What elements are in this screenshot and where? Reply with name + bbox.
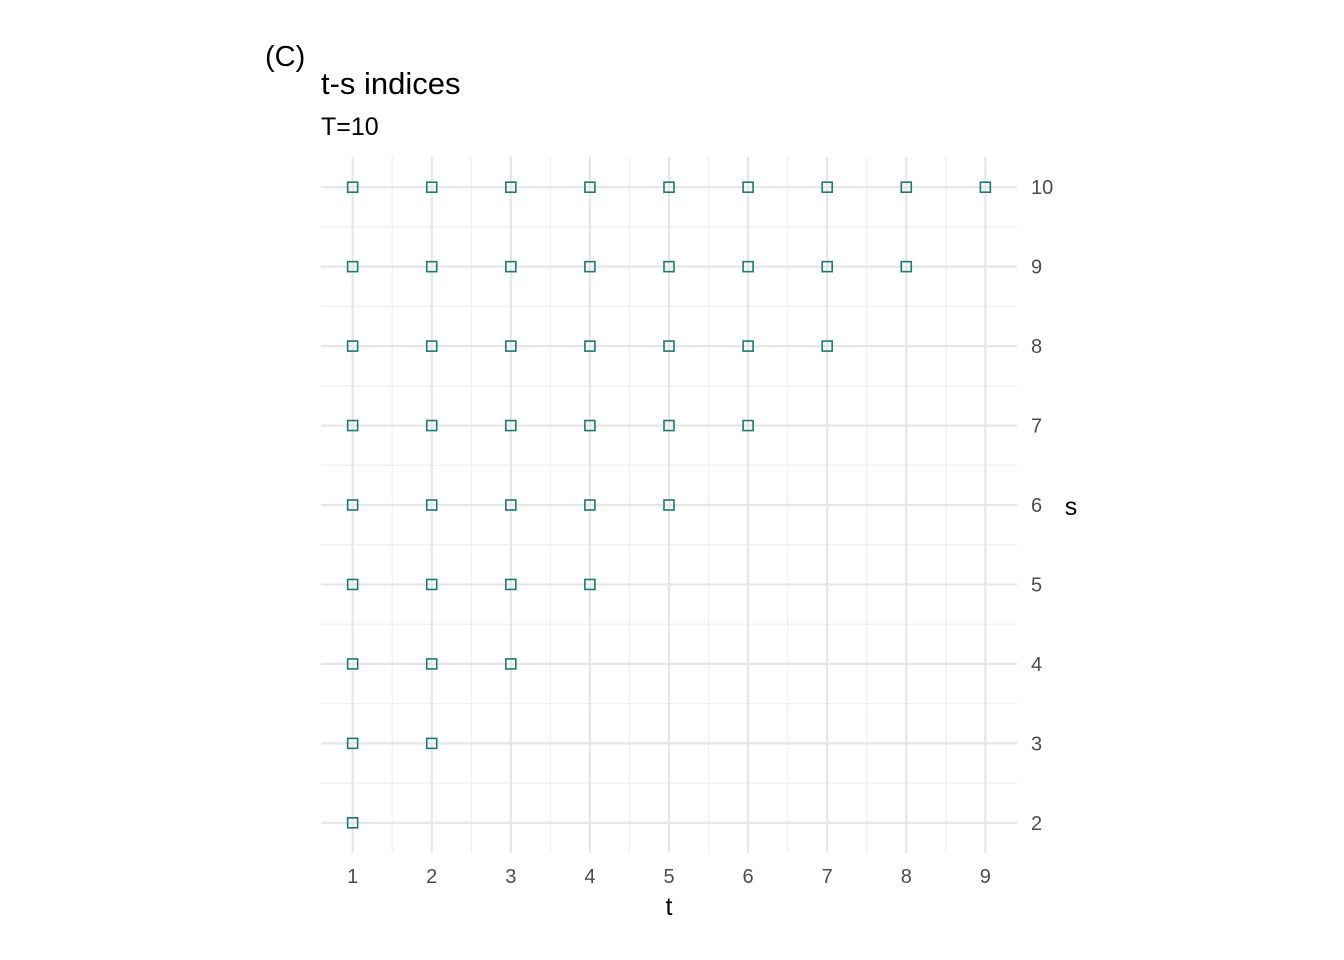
x-axis-title: t xyxy=(666,893,673,921)
data-point xyxy=(584,578,596,591)
data-point xyxy=(742,340,754,352)
data-point xyxy=(425,419,438,432)
y-tick-label: 8 xyxy=(1031,336,1042,358)
data-point xyxy=(346,737,359,750)
data-points xyxy=(346,181,992,829)
data-point xyxy=(425,340,438,352)
data-point xyxy=(584,419,596,432)
y-tick-label: 2 xyxy=(1031,813,1042,835)
data-point xyxy=(663,419,675,432)
data-point xyxy=(900,181,913,193)
x-tick-label: 9 xyxy=(980,866,991,888)
data-point xyxy=(900,260,913,273)
y-tick-label: 6 xyxy=(1031,495,1042,517)
x-tick-label: 2 xyxy=(426,866,437,888)
data-point xyxy=(505,181,517,193)
data-point xyxy=(584,340,596,352)
data-point xyxy=(584,260,596,273)
data-point xyxy=(663,340,675,352)
y-tick-label: 10 xyxy=(1031,177,1053,199)
y-axis-ticks: 2 3 4 5 6 7 8 9 10 xyxy=(1031,177,1053,835)
x-tick-label: 8 xyxy=(901,866,912,888)
x-axis-ticks: 1 2 3 4 5 6 7 8 9 xyxy=(347,866,991,888)
data-point xyxy=(346,260,359,273)
data-point xyxy=(505,658,517,670)
data-point xyxy=(505,578,517,591)
data-point xyxy=(346,181,359,193)
data-point xyxy=(505,340,517,352)
y-tick-label: 3 xyxy=(1031,733,1042,755)
data-point xyxy=(663,260,675,273)
data-point xyxy=(821,260,833,273)
data-point xyxy=(425,578,438,591)
data-point xyxy=(346,658,359,670)
data-point xyxy=(663,181,675,193)
x-tick-label: 3 xyxy=(505,866,516,888)
data-point xyxy=(584,181,596,193)
grid-lines xyxy=(321,157,1017,853)
y-tick-label: 5 xyxy=(1031,574,1042,596)
y-tick-label: 9 xyxy=(1031,257,1042,279)
data-point xyxy=(425,499,438,511)
data-point xyxy=(346,578,359,591)
data-point xyxy=(346,499,359,511)
y-tick-label: 4 xyxy=(1031,654,1042,676)
data-point xyxy=(821,181,833,193)
x-tick-label: 6 xyxy=(743,866,754,888)
data-point xyxy=(346,419,359,432)
panel-tag: (C) xyxy=(265,41,305,73)
data-point xyxy=(505,499,517,511)
data-point xyxy=(425,260,438,273)
data-point xyxy=(425,737,438,750)
y-axis-title: s xyxy=(1065,493,1078,521)
x-tick-label: 5 xyxy=(663,866,674,888)
data-point xyxy=(505,419,517,432)
data-point xyxy=(584,499,596,511)
data-point xyxy=(742,260,754,273)
data-point xyxy=(505,260,517,273)
x-tick-label: 1 xyxy=(347,866,358,888)
y-tick-label: 7 xyxy=(1031,416,1042,438)
data-point xyxy=(346,340,359,352)
data-point xyxy=(425,658,438,670)
data-point xyxy=(346,817,359,829)
data-point xyxy=(742,181,754,193)
chart-subtitle: T=10 xyxy=(321,113,379,141)
chart-title: t-s indices xyxy=(321,66,461,101)
data-point xyxy=(821,340,833,352)
data-point xyxy=(979,181,992,193)
x-tick-label: 4 xyxy=(584,866,595,888)
data-point xyxy=(663,499,675,511)
data-point xyxy=(742,419,754,432)
data-point xyxy=(425,181,438,193)
x-tick-label: 7 xyxy=(822,866,833,888)
